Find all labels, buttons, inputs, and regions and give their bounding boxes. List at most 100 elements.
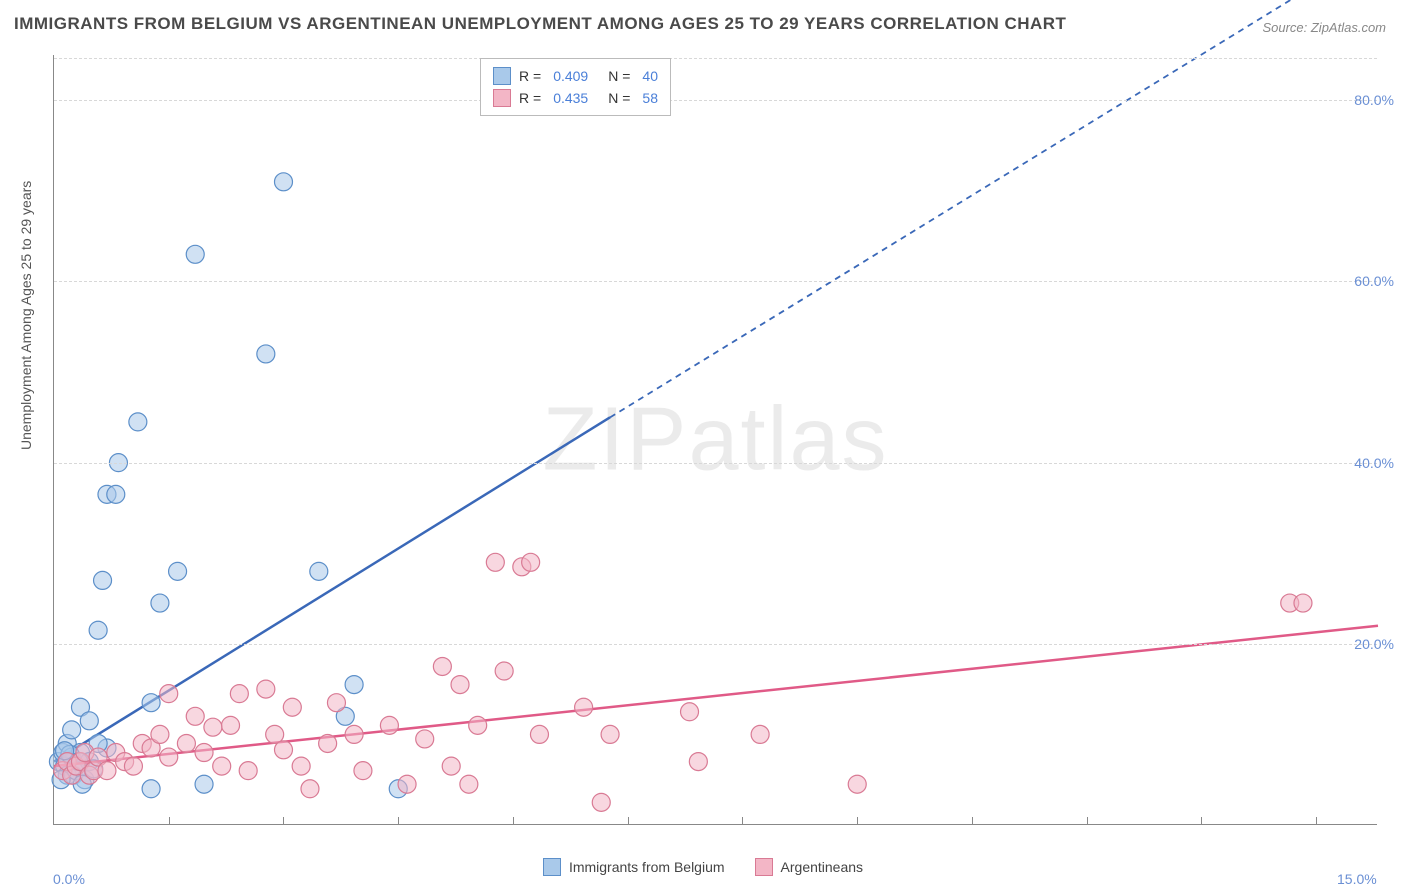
gridline	[54, 58, 1377, 59]
legend-item: Argentineans	[755, 858, 864, 876]
bottom-legend: Immigrants from Belgium Argentineans	[0, 858, 1406, 876]
data-point	[160, 748, 178, 766]
data-point	[195, 744, 213, 762]
x-tick	[857, 817, 858, 825]
n-value: 40	[642, 68, 658, 84]
data-point	[345, 725, 363, 743]
x-tick-label: 0.0%	[53, 871, 85, 887]
x-tick	[398, 817, 399, 825]
regression-line	[54, 626, 1378, 766]
data-point	[274, 741, 292, 759]
data-point	[495, 662, 513, 680]
data-point	[129, 413, 147, 431]
data-point	[319, 734, 337, 752]
legend-item: Immigrants from Belgium	[543, 858, 725, 876]
data-point	[230, 685, 248, 703]
legend-swatch	[755, 858, 773, 876]
data-point	[681, 703, 699, 721]
x-tick	[1316, 817, 1317, 825]
y-tick-label: 60.0%	[1354, 273, 1394, 289]
data-point	[751, 725, 769, 743]
legend-row: R = 0.409 N = 40	[493, 65, 658, 87]
data-point	[186, 245, 204, 263]
x-tick	[628, 817, 629, 825]
r-label: R =	[519, 90, 541, 106]
x-tick	[1201, 817, 1202, 825]
x-tick	[972, 817, 973, 825]
data-point	[177, 734, 195, 752]
legend-label: Immigrants from Belgium	[569, 859, 725, 875]
gridline	[54, 644, 1377, 645]
gridline	[54, 281, 1377, 282]
data-point	[142, 694, 160, 712]
data-point	[486, 553, 504, 571]
data-point	[530, 725, 548, 743]
legend-row: R = 0.435 N = 58	[493, 87, 658, 109]
source-attribution: Source: ZipAtlas.com	[1262, 20, 1386, 35]
data-point	[380, 716, 398, 734]
data-point	[592, 793, 610, 811]
plot-area: ZIPatlas	[53, 55, 1377, 825]
data-point	[94, 571, 112, 589]
data-point	[354, 762, 372, 780]
y-axis-label: Unemployment Among Ages 25 to 29 years	[18, 181, 34, 450]
legend-swatch	[543, 858, 561, 876]
r-value: 0.409	[553, 68, 588, 84]
data-point	[301, 780, 319, 798]
data-point	[460, 775, 478, 793]
x-tick	[1087, 817, 1088, 825]
r-value: 0.435	[553, 90, 588, 106]
data-point	[689, 753, 707, 771]
data-point	[283, 698, 301, 716]
data-point	[310, 562, 328, 580]
data-point	[151, 594, 169, 612]
data-point	[601, 725, 619, 743]
data-point	[89, 621, 107, 639]
data-point	[98, 762, 116, 780]
data-point	[151, 725, 169, 743]
data-point	[469, 716, 487, 734]
data-point	[575, 698, 593, 716]
x-tick-label: 15.0%	[1337, 871, 1377, 887]
data-point	[160, 685, 178, 703]
chart-title: IMMIGRANTS FROM BELGIUM VS ARGENTINEAN U…	[14, 14, 1066, 34]
legend-label: Argentineans	[781, 859, 864, 875]
n-label: N =	[608, 68, 630, 84]
data-point	[398, 775, 416, 793]
x-tick	[513, 817, 514, 825]
x-tick	[283, 817, 284, 825]
data-point	[327, 694, 345, 712]
data-point	[204, 718, 222, 736]
data-point	[451, 676, 469, 694]
gridline	[54, 463, 1377, 464]
data-point	[124, 757, 142, 775]
data-point	[169, 562, 187, 580]
x-tick	[169, 817, 170, 825]
data-point	[239, 762, 257, 780]
x-tick	[742, 817, 743, 825]
legend-swatch	[493, 67, 511, 85]
data-point	[1294, 594, 1312, 612]
data-point	[107, 485, 125, 503]
data-point	[222, 716, 240, 734]
data-point	[63, 721, 81, 739]
data-point	[442, 757, 460, 775]
data-point	[257, 345, 275, 363]
gridline	[54, 100, 1377, 101]
data-point	[195, 775, 213, 793]
y-tick-label: 40.0%	[1354, 455, 1394, 471]
data-point	[345, 676, 363, 694]
data-point	[522, 553, 540, 571]
y-tick-label: 20.0%	[1354, 636, 1394, 652]
data-point	[848, 775, 866, 793]
data-point	[433, 657, 451, 675]
n-value: 58	[642, 90, 658, 106]
data-point	[292, 757, 310, 775]
r-label: R =	[519, 68, 541, 84]
data-point	[80, 712, 98, 730]
data-point	[274, 173, 292, 191]
n-label: N =	[608, 90, 630, 106]
data-point	[186, 707, 204, 725]
data-point	[257, 680, 275, 698]
data-point	[416, 730, 434, 748]
